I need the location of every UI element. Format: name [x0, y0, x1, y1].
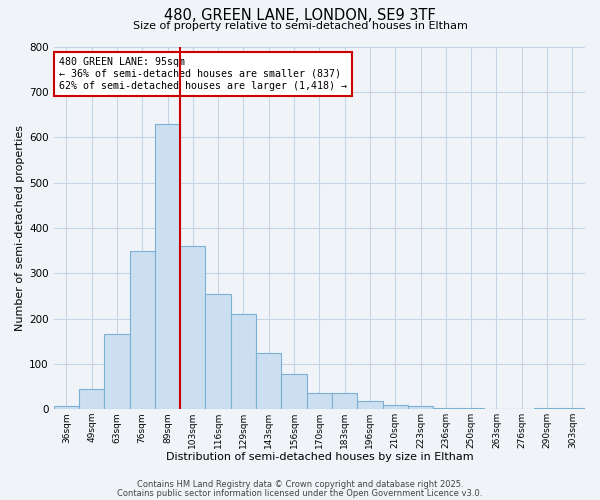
Bar — [560, 408, 585, 409]
Text: Contains public sector information licensed under the Open Government Licence v3: Contains public sector information licen… — [118, 488, 482, 498]
Bar — [535, 408, 560, 409]
Y-axis label: Number of semi-detached properties: Number of semi-detached properties — [15, 125, 25, 331]
Bar — [53, 406, 79, 409]
Bar — [281, 374, 307, 409]
Bar — [79, 389, 104, 409]
Bar — [256, 352, 281, 409]
Bar — [205, 294, 231, 409]
Bar — [104, 334, 130, 409]
Bar — [408, 406, 433, 409]
Bar — [155, 124, 180, 409]
Bar — [231, 314, 256, 409]
Bar — [458, 408, 484, 409]
Text: 480 GREEN LANE: 95sqm
← 36% of semi-detached houses are smaller (837)
62% of sem: 480 GREEN LANE: 95sqm ← 36% of semi-deta… — [59, 58, 347, 90]
Text: Size of property relative to semi-detached houses in Eltham: Size of property relative to semi-detach… — [133, 21, 467, 31]
Bar — [307, 394, 332, 409]
Bar — [180, 246, 205, 409]
Text: Contains HM Land Registry data © Crown copyright and database right 2025.: Contains HM Land Registry data © Crown c… — [137, 480, 463, 489]
Bar — [130, 250, 155, 409]
Bar — [433, 408, 458, 409]
Text: 480, GREEN LANE, LONDON, SE9 3TF: 480, GREEN LANE, LONDON, SE9 3TF — [164, 8, 436, 22]
Bar — [383, 404, 408, 409]
Bar — [332, 394, 357, 409]
Bar — [357, 401, 383, 409]
X-axis label: Distribution of semi-detached houses by size in Eltham: Distribution of semi-detached houses by … — [166, 452, 473, 462]
